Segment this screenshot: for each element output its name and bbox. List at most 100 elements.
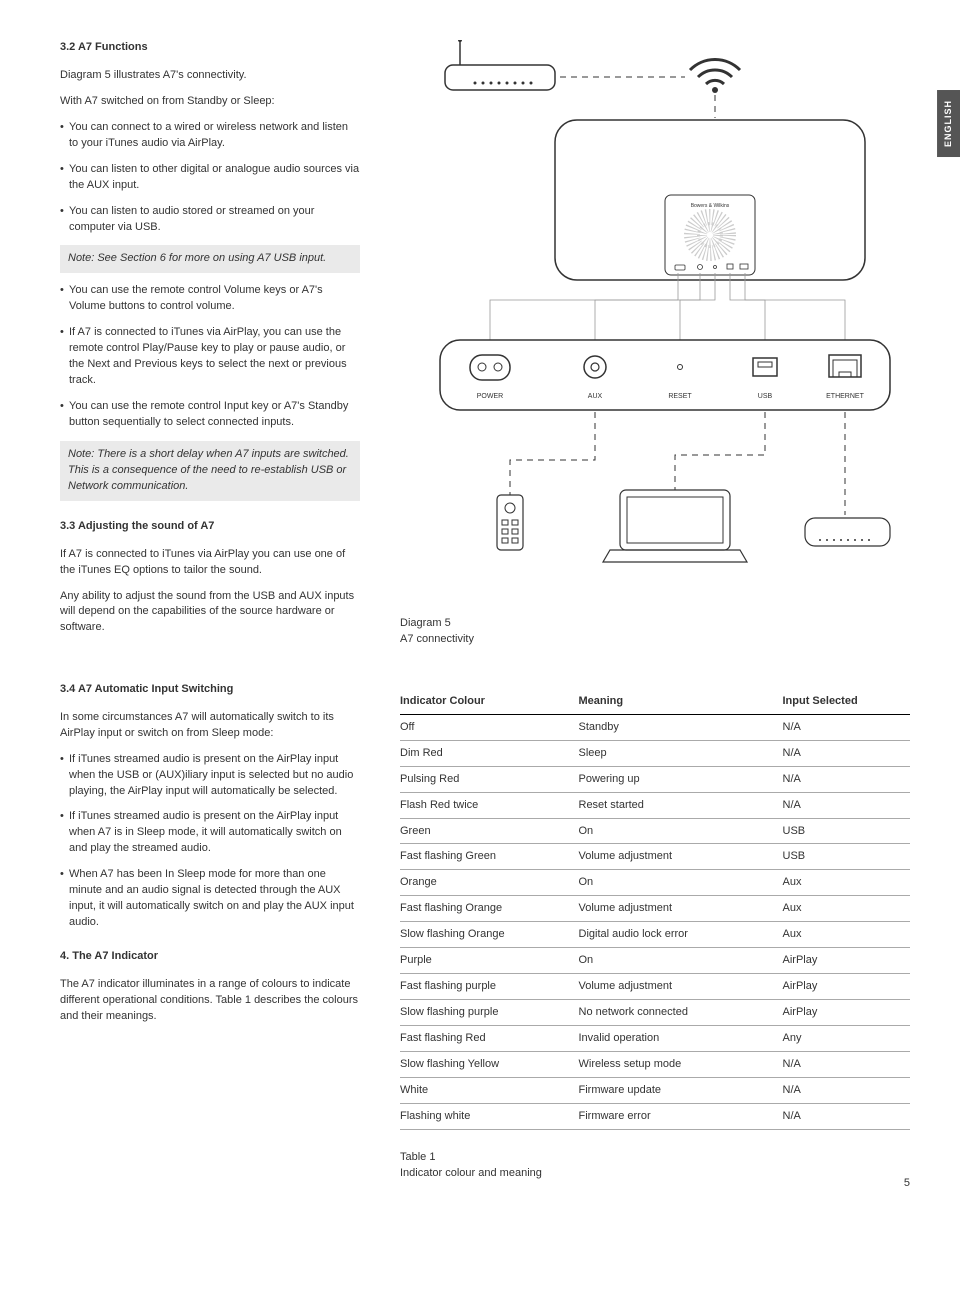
power-label: POWER bbox=[477, 393, 503, 400]
modem-icon bbox=[805, 518, 890, 546]
wifi-icon bbox=[690, 59, 740, 93]
table-row: Fast flashing RedInvalid operationAny bbox=[400, 1026, 910, 1052]
table-cell: Slow flashing Yellow bbox=[400, 1051, 579, 1077]
table-cell: N/A bbox=[783, 792, 911, 818]
table-cell: Dim Red bbox=[400, 740, 579, 766]
table-row: Fast flashing GreenVolume adjustmentUSB bbox=[400, 844, 910, 870]
table-cell: Reset started bbox=[579, 792, 783, 818]
table-cell: AirPlay bbox=[783, 974, 911, 1000]
table-cell: Powering up bbox=[579, 766, 783, 792]
s34-b3: When A7 has been In Sleep mode for more … bbox=[60, 867, 360, 931]
reset-port-icon bbox=[678, 365, 683, 370]
remote-icon bbox=[497, 495, 523, 550]
indicator-table: Indicator Colour Meaning Input Selected … bbox=[400, 688, 910, 1130]
diagram-caption-l2: A7 connectivity bbox=[400, 633, 474, 645]
table-cell: Fast flashing Red bbox=[400, 1026, 579, 1052]
aux-port-icon bbox=[584, 356, 606, 378]
laptop-icon bbox=[603, 490, 747, 562]
left-column-upper: 3.2 A7 Functions Diagram 5 illustrates A… bbox=[60, 40, 360, 678]
table-cell: Aux bbox=[783, 896, 911, 922]
table-cell: N/A bbox=[783, 1051, 911, 1077]
s4-p1: The A7 indicator illuminates in a range … bbox=[60, 977, 360, 1025]
table-row: Slow flashing OrangeDigital audio lock e… bbox=[400, 922, 910, 948]
usb-label: USB bbox=[758, 393, 773, 400]
table-cell: Standby bbox=[579, 714, 783, 740]
heading-3-4: 3.4 A7 Automatic Input Switching bbox=[60, 682, 360, 698]
table-row: Flashing whiteFirmware errorN/A bbox=[400, 1103, 910, 1129]
rear-panel: POWER AUX RESET USB bbox=[440, 340, 890, 410]
table-cell: Flash Red twice bbox=[400, 792, 579, 818]
table-row: Fast flashing OrangeVolume adjustmentAux bbox=[400, 896, 910, 922]
table-cell: Off bbox=[400, 714, 579, 740]
s32-lead: With A7 switched on from Standby or Slee… bbox=[60, 94, 360, 110]
speaker-front-icon: Bowers & Wilkins bbox=[555, 120, 865, 280]
s32-b4: You can use the remote control Volume ke… bbox=[60, 283, 360, 315]
table-cell: Digital audio lock error bbox=[579, 922, 783, 948]
table-row: Slow flashing YellowWireless setup modeN… bbox=[400, 1051, 910, 1077]
table-cell: Fast flashing Green bbox=[400, 844, 579, 870]
table-row: GreenOnUSB bbox=[400, 818, 910, 844]
heading-3-2: 3.2 A7 Functions bbox=[60, 40, 360, 56]
table-cell: N/A bbox=[783, 714, 911, 740]
table-cell: Sleep bbox=[579, 740, 783, 766]
power-port-icon bbox=[470, 355, 510, 380]
left-column-lower: 3.4 A7 Automatic Input Switching In some… bbox=[60, 682, 360, 1182]
usb-port-icon bbox=[753, 358, 777, 376]
table-cell: Green bbox=[400, 818, 579, 844]
table-cell: Purple bbox=[400, 948, 579, 974]
aux-label: AUX bbox=[588, 393, 603, 400]
table-cell: Pulsing Red bbox=[400, 766, 579, 792]
ethernet-label: ETHERNET bbox=[826, 393, 864, 400]
table-cell: Firmware error bbox=[579, 1103, 783, 1129]
table-row: Slow flashing purpleNo network connected… bbox=[400, 1000, 910, 1026]
s32-b5: If A7 is connected to iTunes via AirPlay… bbox=[60, 325, 360, 389]
table-cell: Fast flashing Orange bbox=[400, 896, 579, 922]
table-cell: Slow flashing purple bbox=[400, 1000, 579, 1026]
s33-p2: Any ability to adjust the sound from the… bbox=[60, 589, 360, 637]
table-cell: Invalid operation bbox=[579, 1026, 783, 1052]
table-cell: N/A bbox=[783, 740, 911, 766]
table-row: Pulsing RedPowering upN/A bbox=[400, 766, 910, 792]
s32-b6: You can use the remote control Input key… bbox=[60, 399, 360, 431]
table-cell: Flashing white bbox=[400, 1103, 579, 1129]
s34-b2: If iTunes streamed audio is present on t… bbox=[60, 809, 360, 857]
table-row: PurpleOnAirPlay bbox=[400, 948, 910, 974]
page-number: 5 bbox=[904, 1176, 910, 1192]
table-cell: Orange bbox=[400, 870, 579, 896]
s32-b3: You can listen to audio stored or stream… bbox=[60, 204, 360, 236]
table-cell: Volume adjustment bbox=[579, 844, 783, 870]
th-meaning: Meaning bbox=[579, 688, 783, 714]
table-cell: On bbox=[579, 948, 783, 974]
ethernet-port-icon bbox=[829, 355, 861, 377]
table-cell: USB bbox=[783, 844, 911, 870]
brand-label: Bowers & Wilkins bbox=[691, 203, 730, 209]
s34-p1: In some circumstances A7 will automatica… bbox=[60, 710, 360, 742]
diagram-5-svg: Bowers & Wilkins bbox=[400, 40, 910, 580]
table-cell: Fast flashing purple bbox=[400, 974, 579, 1000]
diagram-caption-l1: Diagram 5 bbox=[400, 617, 451, 629]
table-row: Flash Red twiceReset startedN/A bbox=[400, 792, 910, 818]
reset-label: RESET bbox=[668, 393, 692, 400]
s32-note2: Note: There is a short delay when A7 inp… bbox=[60, 441, 360, 501]
table-row: WhiteFirmware updateN/A bbox=[400, 1077, 910, 1103]
table-row: Fast flashing purpleVolume adjustmentAir… bbox=[400, 974, 910, 1000]
table-cell: AirPlay bbox=[783, 1000, 911, 1026]
table-cell: USB bbox=[783, 818, 911, 844]
right-column-lower: Indicator Colour Meaning Input Selected … bbox=[400, 682, 910, 1182]
s32-note1: Note: See Section 6 for more on using A7… bbox=[60, 245, 360, 273]
table-cell: Wireless setup mode bbox=[579, 1051, 783, 1077]
table-cell: N/A bbox=[783, 766, 911, 792]
table-cell: Volume adjustment bbox=[579, 974, 783, 1000]
table-cell: White bbox=[400, 1077, 579, 1103]
table-cell: On bbox=[579, 870, 783, 896]
heading-3-3: 3.3 Adjusting the sound of A7 bbox=[60, 519, 360, 535]
heading-4: 4. The A7 Indicator bbox=[60, 949, 360, 965]
table-row: Dim RedSleepN/A bbox=[400, 740, 910, 766]
table-cell: Aux bbox=[783, 870, 911, 896]
table-cell: N/A bbox=[783, 1103, 911, 1129]
router-icon bbox=[445, 40, 555, 90]
table-row: OffStandbyN/A bbox=[400, 714, 910, 740]
table-row: OrangeOnAux bbox=[400, 870, 910, 896]
table-cell: Firmware update bbox=[579, 1077, 783, 1103]
s32-b1: You can connect to a wired or wireless n… bbox=[60, 120, 360, 152]
